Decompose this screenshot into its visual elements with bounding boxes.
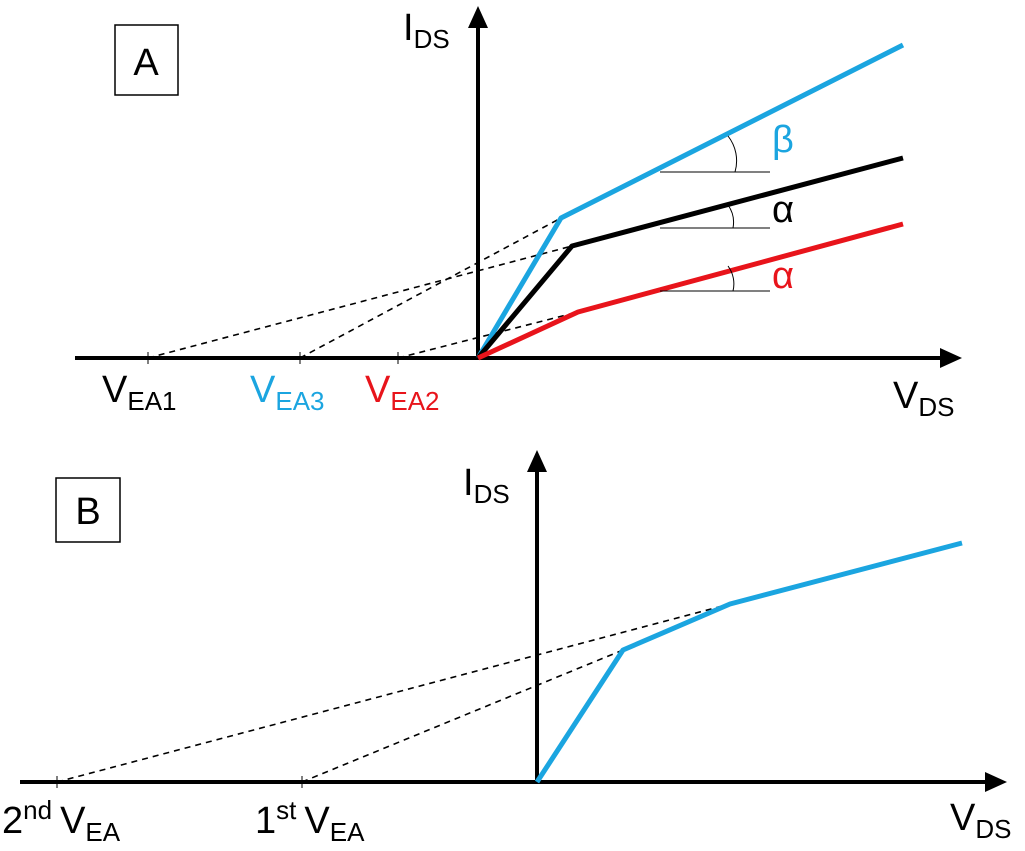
text-part: EA	[85, 817, 120, 847]
curve	[475, 42, 905, 360]
text-part: V	[365, 369, 391, 411]
text-part: I	[463, 462, 474, 504]
text-part: V	[304, 800, 330, 842]
text-part: EA2	[390, 386, 439, 416]
intercept-label: VEA2	[365, 369, 440, 416]
curve	[476, 221, 904, 361]
angle-marks	[660, 135, 770, 292]
intercept-label: 1st VEA	[255, 795, 365, 847]
panel-b: B IDS VDS 2nd VEA 1st VEA	[2, 450, 1011, 847]
x-axis-label: VDS	[950, 797, 1011, 844]
label-box	[114, 24, 179, 96]
ticks	[56, 776, 303, 788]
arrow	[940, 348, 962, 368]
extrapolation	[147, 217, 579, 359]
extrapolation	[56, 603, 731, 783]
text-part: V	[102, 369, 128, 411]
text-part: DS	[918, 392, 954, 422]
angle-label: α	[772, 189, 794, 231]
text-part: EA	[330, 817, 365, 847]
panel-label: A	[133, 42, 159, 84]
text-part: EA1	[127, 386, 176, 416]
curve	[476, 155, 904, 360]
ticks	[147, 352, 399, 364]
curve	[534, 540, 963, 784]
text-part: 2	[2, 800, 23, 842]
text-part: nd	[23, 795, 52, 825]
x-axis-label: VDS	[893, 375, 954, 422]
intercept-label: 2nd VEA	[2, 795, 121, 847]
intercept-label: VEA3	[250, 369, 325, 416]
arrow	[985, 772, 1007, 792]
text-part: V	[950, 797, 976, 839]
y-axis-label: IDS	[463, 462, 510, 509]
intercept-label: VEA1	[102, 369, 177, 416]
arrow	[527, 450, 547, 472]
arrow	[468, 6, 488, 28]
panel-label: B	[75, 491, 100, 533]
text-part: I	[403, 7, 414, 49]
text-part: EA3	[275, 386, 324, 416]
angle-label: β	[772, 119, 794, 161]
label-box	[55, 477, 121, 543]
text-part: DS	[975, 814, 1011, 844]
text-part: V	[893, 375, 919, 417]
text-part: DS	[474, 479, 510, 509]
angle-label: α	[772, 255, 794, 297]
text-part: V	[250, 369, 276, 411]
text-part: st	[276, 795, 297, 825]
panel-a: A β α α IDS VDS VEA1 VEA3 VEA2	[75, 6, 962, 422]
text-part: 1	[255, 800, 276, 842]
y-axis-label: IDS	[403, 7, 450, 54]
text-part: DS	[414, 24, 450, 54]
text-part: V	[60, 800, 86, 842]
